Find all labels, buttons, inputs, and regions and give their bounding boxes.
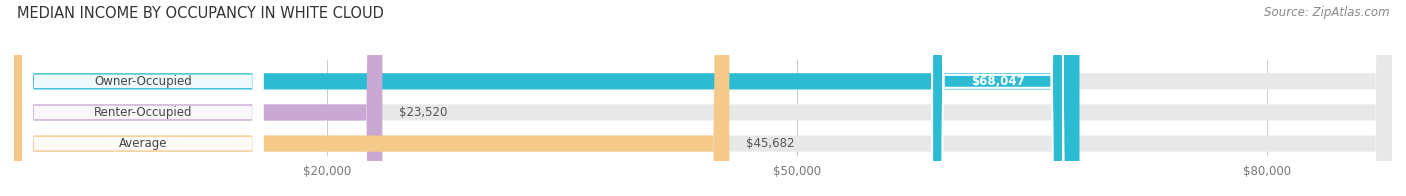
Text: Renter-Occupied: Renter-Occupied [94,106,193,119]
Text: Average: Average [118,137,167,150]
FancyBboxPatch shape [14,0,1392,196]
Text: $68,047: $68,047 [970,75,1025,88]
Text: Owner-Occupied: Owner-Occupied [94,75,191,88]
FancyBboxPatch shape [14,0,382,196]
Text: $23,520: $23,520 [399,106,447,119]
Text: $45,682: $45,682 [745,137,794,150]
FancyBboxPatch shape [14,0,1080,196]
Text: MEDIAN INCOME BY OCCUPANCY IN WHITE CLOUD: MEDIAN INCOME BY OCCUPANCY IN WHITE CLOU… [17,6,384,21]
FancyBboxPatch shape [14,0,1392,196]
FancyBboxPatch shape [22,0,263,196]
FancyBboxPatch shape [14,0,1392,196]
Text: Source: ZipAtlas.com: Source: ZipAtlas.com [1264,6,1389,19]
FancyBboxPatch shape [22,0,263,196]
FancyBboxPatch shape [22,0,263,196]
FancyBboxPatch shape [14,0,730,196]
FancyBboxPatch shape [932,0,1063,196]
